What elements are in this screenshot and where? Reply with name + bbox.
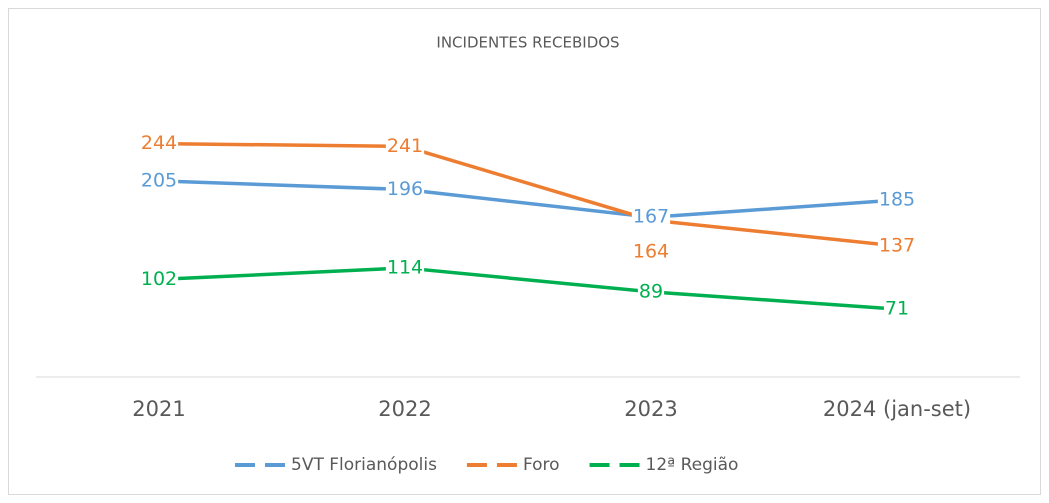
series-line	[158, 179, 898, 219]
data-label-bg	[139, 132, 179, 155]
chart-border	[8, 8, 1041, 495]
data-label-bg	[139, 169, 179, 192]
data-label-bg	[385, 256, 425, 279]
legend-label: 5VT Florianópolis	[291, 455, 437, 475]
data-label-bg	[631, 205, 671, 228]
data-label-bg	[631, 240, 671, 263]
legend-label: 12ª Região	[646, 455, 739, 475]
x-tick-label: 2022	[378, 397, 431, 421]
x-tick-label: 2023	[624, 397, 677, 421]
x-tick-label: 2021	[132, 397, 185, 421]
data-label: 205	[141, 169, 177, 191]
data-label-bg	[877, 188, 917, 211]
data-label: 185	[879, 189, 915, 211]
data-label: 102	[141, 268, 177, 290]
data-label: 137	[879, 234, 915, 256]
data-label: 89	[639, 280, 663, 302]
data-label-bg	[385, 134, 425, 157]
data-label-bg	[877, 234, 917, 257]
chart-title: INCIDENTES RECEBIDOS	[436, 34, 619, 52]
data-label: 71	[885, 298, 909, 320]
data-label: 244	[141, 132, 177, 154]
data-label: 114	[387, 256, 423, 278]
x-tick-label: 2024 (jan-set)	[823, 397, 971, 421]
data-label: 196	[387, 178, 423, 200]
data-label: 241	[387, 135, 423, 157]
data-label-bg	[637, 280, 665, 303]
data-label: 167	[633, 206, 669, 228]
data-label-bg	[883, 297, 911, 320]
legend-label: Foro	[523, 455, 560, 475]
series-line	[158, 266, 898, 311]
data-label-bg	[385, 177, 425, 200]
data-label: 164	[633, 241, 669, 263]
series-line	[158, 141, 898, 248]
data-label-bg	[139, 267, 179, 290]
